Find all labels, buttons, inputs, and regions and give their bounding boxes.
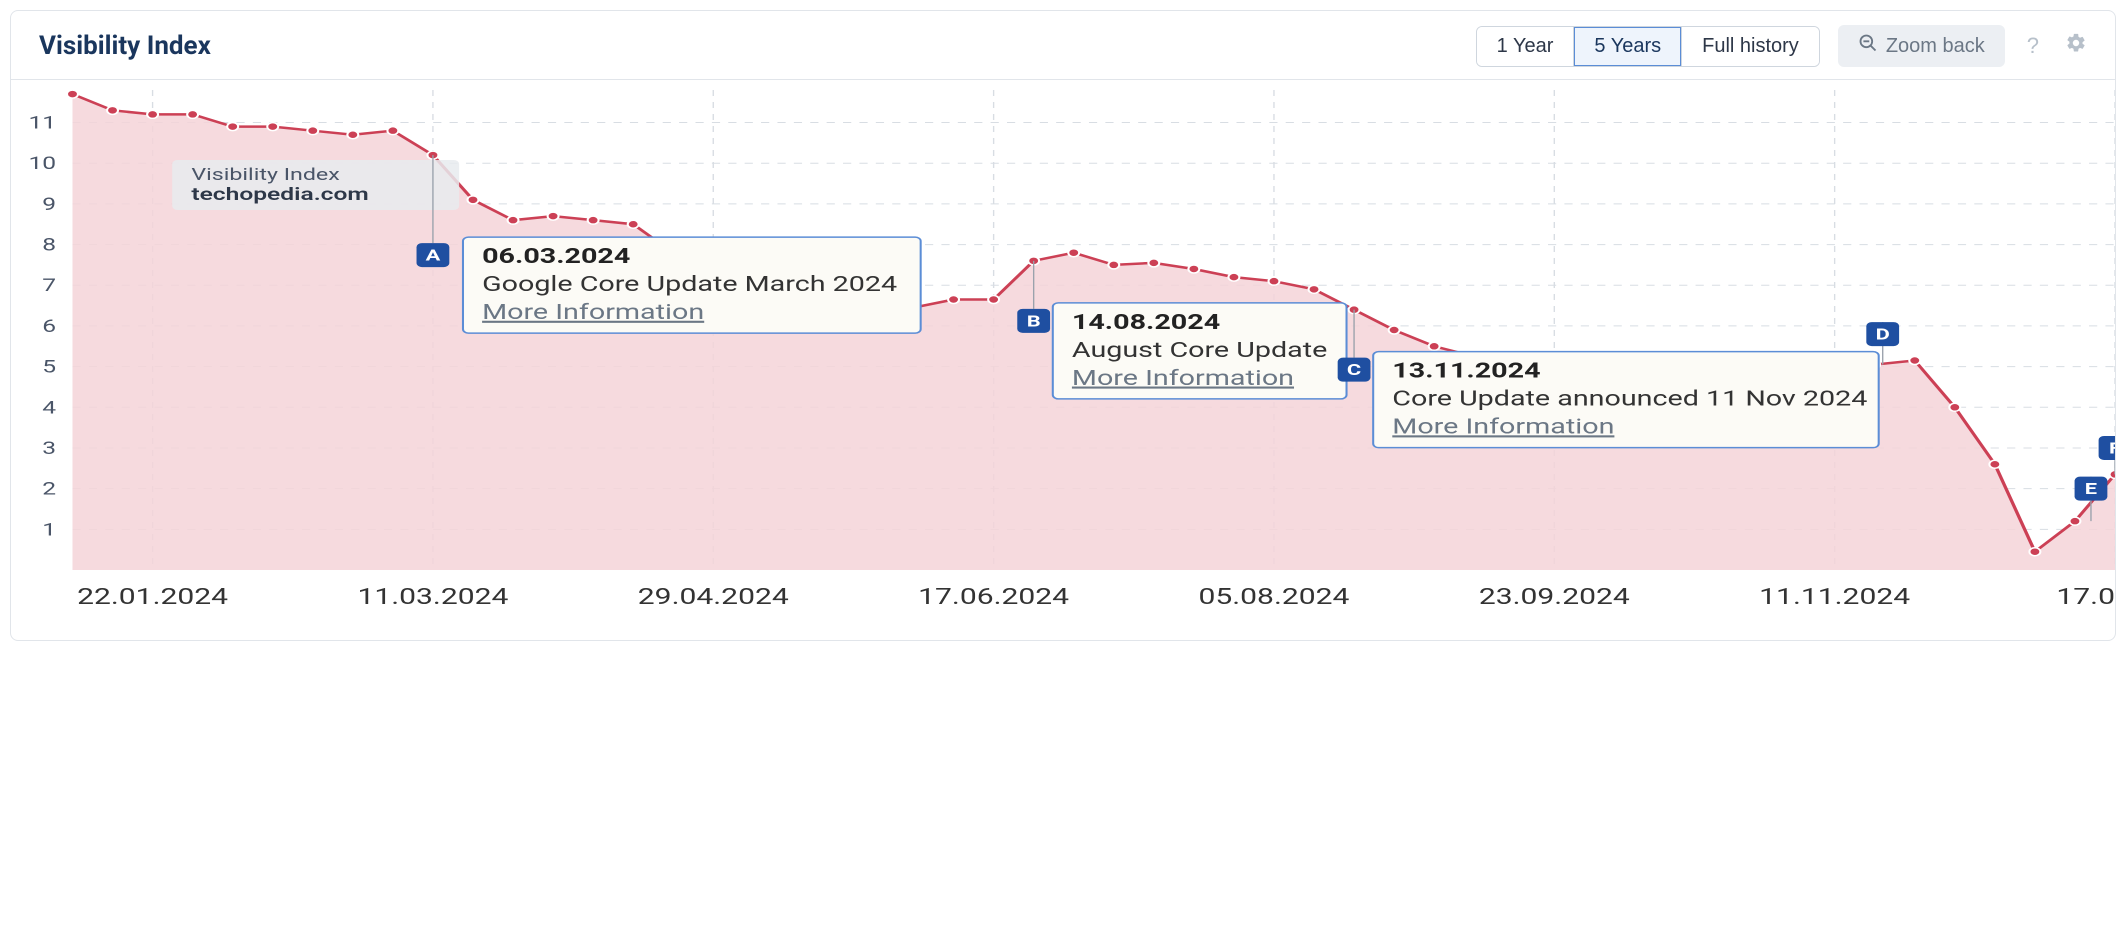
svg-text:1: 1 [42, 519, 56, 540]
header-controls: 1 Year 5 Years Full history Zoom back ? [1476, 25, 2091, 67]
svg-text:B: B [1027, 311, 1041, 330]
svg-text:22.01.2024: 22.01.2024 [77, 585, 228, 610]
tooltip-desc: August Core Update [1072, 338, 1327, 362]
tooltip-more-link[interactable]: More Information [482, 301, 704, 325]
zoom-back-label: Zoom back [1886, 35, 1985, 58]
chart-area[interactable]: 1 2 3 4 5 6 7 8 9 10 11 22.01.2024 11.03.2024 29.04.2… [11, 80, 2115, 640]
svg-text:6: 6 [42, 316, 56, 337]
range-1-year[interactable]: 1 Year [1477, 27, 1575, 66]
svg-text:F: F [2109, 438, 2115, 457]
svg-text:7: 7 [42, 275, 56, 296]
svg-text:05.08.2024: 05.08.2024 [1198, 585, 1349, 610]
svg-text:17.06.2024: 17.06.2024 [918, 585, 1069, 610]
tooltip-date: 14.08.2024 [1072, 310, 1220, 334]
tooltip-more-link[interactable]: More Information [1392, 415, 1614, 439]
svg-text:Visibility Index: Visibility Index [191, 164, 339, 184]
tooltip-more-link[interactable]: More Information [1072, 366, 1294, 390]
page-title: Visibility Index [39, 31, 211, 61]
svg-text:17.0: 17.0 [2056, 585, 2115, 610]
help-icon[interactable]: ? [2023, 29, 2043, 63]
svg-text:11.11.2024: 11.11.2024 [1759, 585, 1910, 610]
tooltip-desc: Google Core Update March 2024 [482, 273, 897, 297]
svg-text:3: 3 [42, 438, 56, 459]
time-range-group: 1 Year 5 Years Full history [1476, 26, 1820, 67]
svg-text:techopedia.com: techopedia.com [191, 184, 368, 205]
svg-text:9: 9 [42, 194, 56, 215]
range-full-history[interactable]: Full history [1682, 27, 1819, 66]
tooltip-desc: Core Update announced 11 Nov 2024 [1392, 387, 1867, 411]
visibility-chart[interactable]: 1 2 3 4 5 6 7 8 9 10 11 22.01.2024 11.03.2024 29.04.2… [11, 80, 2115, 640]
range-5-years[interactable]: 5 Years [1574, 27, 1682, 66]
svg-text:29.04.2024: 29.04.2024 [638, 585, 789, 610]
svg-text:11.03.2024: 11.03.2024 [357, 585, 508, 610]
tooltip-date: 06.03.2024 [482, 245, 630, 269]
svg-text:E: E [2085, 479, 2098, 498]
settings-icon[interactable] [2061, 28, 2091, 64]
svg-text:11: 11 [28, 113, 56, 134]
svg-text:10: 10 [28, 153, 56, 174]
svg-text:5: 5 [42, 357, 56, 378]
svg-text:23.09.2024: 23.09.2024 [1479, 585, 1630, 610]
svg-text:D: D [1876, 324, 1890, 343]
tooltip-date: 13.11.2024 [1392, 359, 1540, 383]
svg-text:C: C [1347, 360, 1361, 379]
zoom-out-icon [1858, 33, 1878, 59]
svg-text:8: 8 [42, 235, 56, 256]
card-header: Visibility Index 1 Year 5 Years Full his… [11, 11, 2115, 80]
svg-text:A: A [426, 245, 441, 264]
visibility-card: Visibility Index 1 Year 5 Years Full his… [10, 10, 2116, 641]
svg-text:4: 4 [42, 397, 56, 418]
svg-text:2: 2 [42, 479, 56, 500]
zoom-back-button[interactable]: Zoom back [1838, 25, 2005, 67]
